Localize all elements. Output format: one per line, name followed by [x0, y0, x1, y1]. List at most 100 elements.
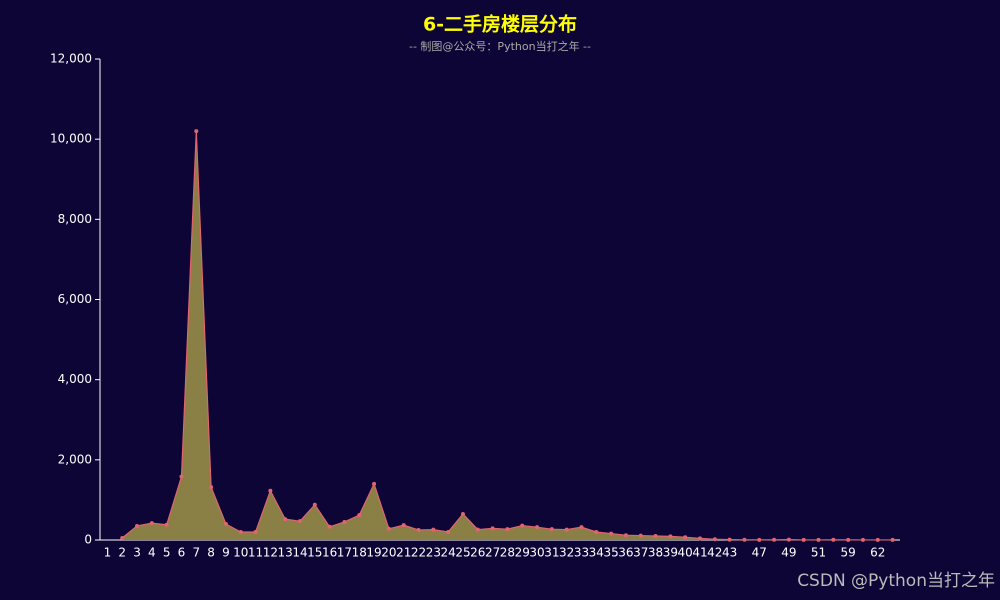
point [164, 522, 169, 527]
x-tick-label: 12 [263, 546, 278, 560]
x-tick-label: 47 [752, 546, 767, 560]
point [579, 525, 584, 530]
point [549, 527, 554, 532]
point [149, 521, 154, 526]
point [283, 517, 288, 522]
x-tick-label: 18 [352, 546, 367, 560]
point [475, 527, 480, 532]
x-tick-label: 49 [781, 546, 796, 560]
point [446, 529, 451, 534]
point [209, 485, 214, 490]
area [122, 131, 893, 540]
x-tick-label: 6 [178, 546, 186, 560]
point [786, 537, 791, 542]
x-tick-label: 42 [707, 546, 722, 560]
point [312, 502, 317, 507]
x-tick-label: 11 [248, 546, 263, 560]
point [712, 537, 717, 542]
point [860, 537, 865, 542]
point [816, 537, 821, 542]
x-tick-label: 20 [381, 546, 396, 560]
y-tick-label: 8,000 [58, 212, 92, 226]
x-tick-label: 9 [222, 546, 230, 560]
point [179, 474, 184, 479]
watermark: CSDN @Python当打之年 [797, 571, 995, 591]
point [698, 536, 702, 541]
point [801, 537, 806, 542]
x-tick-label: 40 [678, 546, 693, 560]
point [194, 129, 199, 134]
point [386, 526, 391, 531]
point [535, 525, 540, 530]
x-tick-label: 38 [648, 546, 663, 560]
point [727, 537, 732, 542]
x-tick-label: 41 [692, 546, 707, 560]
x-tick-label: 4 [148, 546, 156, 560]
x-tick-label: 26 [470, 546, 485, 560]
chart-subtitle: -- 制图@公众号：Python当打之年 -- [409, 39, 591, 53]
point [623, 533, 628, 538]
x-tick-label: 5 [163, 546, 171, 560]
x-tick-label: 37 [633, 546, 648, 560]
point [490, 526, 495, 531]
point [327, 524, 332, 529]
x-tick-label: 25 [455, 546, 470, 560]
point [253, 529, 258, 534]
x-tick-label: 35 [603, 546, 618, 560]
x-tick-label: 21 [396, 546, 411, 560]
point [120, 535, 125, 540]
point [372, 481, 377, 486]
point [875, 537, 880, 542]
x-tick-label: 13 [278, 546, 293, 560]
x-tick-label: 7 [192, 546, 200, 560]
point [520, 523, 525, 528]
point [831, 537, 836, 542]
point [238, 529, 243, 534]
x-tick-label: 43 [722, 546, 737, 560]
line [121, 131, 893, 541]
point [135, 523, 140, 528]
point [757, 537, 762, 542]
x-tick-label: 36 [618, 546, 633, 560]
y-tick-label: 2,000 [58, 452, 92, 466]
point [298, 519, 302, 524]
x-tick-label: 19 [366, 546, 381, 560]
point [638, 533, 643, 538]
x-tick-label: 34 [589, 546, 604, 560]
x-tick-label: 39 [663, 546, 678, 560]
y-tick-label: 0 [84, 533, 92, 547]
x-tick-label: 27 [485, 546, 500, 560]
point [772, 537, 777, 542]
point [653, 533, 658, 538]
x-tick-label: 15 [307, 546, 322, 560]
x-tick-label: 24 [441, 546, 456, 560]
x-tick-label: 14 [292, 546, 307, 560]
point [357, 513, 362, 518]
x-tick-label: 3 [133, 546, 141, 560]
x-tick-label: 30 [529, 546, 544, 560]
x-tick-label: 59 [841, 546, 856, 560]
y-tick-label: 12,000 [50, 52, 92, 66]
x-tick-label: 62 [870, 546, 885, 560]
x-tick-label: 2 [118, 546, 126, 560]
x-tick-label: 8 [207, 546, 215, 560]
point [460, 511, 465, 516]
point [342, 519, 347, 524]
point [431, 527, 436, 532]
x-tick-label: 10 [233, 546, 248, 560]
point [564, 527, 569, 532]
point [594, 529, 599, 534]
point [742, 537, 747, 542]
x-tick-label: 32 [559, 546, 574, 560]
point [505, 527, 510, 532]
x-tick-label: 17 [337, 546, 352, 560]
point [846, 537, 851, 542]
point [890, 537, 895, 542]
point [416, 527, 421, 532]
point [223, 521, 228, 526]
x-tick-label: 1 [104, 546, 112, 560]
x-tick-label: 16 [322, 546, 337, 560]
x-tick-label: 22 [411, 546, 426, 560]
y-tick-label: 10,000 [50, 132, 92, 146]
